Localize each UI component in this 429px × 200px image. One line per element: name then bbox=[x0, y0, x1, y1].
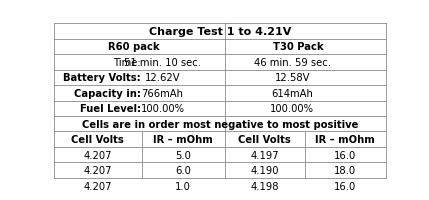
Text: 100.00%: 100.00% bbox=[141, 104, 184, 114]
Text: 16.0: 16.0 bbox=[334, 150, 356, 160]
Text: 6.0: 6.0 bbox=[175, 165, 191, 175]
Text: 12.62V: 12.62V bbox=[145, 73, 180, 83]
Text: 16.0: 16.0 bbox=[334, 181, 356, 191]
Text: Cell Volts: Cell Volts bbox=[71, 135, 124, 144]
Text: Cell Volts: Cell Volts bbox=[239, 135, 291, 144]
Text: 51 min. 10 sec.: 51 min. 10 sec. bbox=[124, 58, 201, 67]
Text: 4.207: 4.207 bbox=[83, 181, 112, 191]
Text: IR – mOhm: IR – mOhm bbox=[154, 135, 213, 144]
Text: 4.198: 4.198 bbox=[251, 181, 279, 191]
Text: 46 min. 59 sec.: 46 min. 59 sec. bbox=[254, 58, 331, 67]
Text: 4.207: 4.207 bbox=[83, 165, 112, 175]
Text: T30 Pack: T30 Pack bbox=[273, 42, 323, 52]
Text: 614mAh: 614mAh bbox=[271, 88, 313, 98]
Text: Battery Volts:: Battery Volts: bbox=[63, 73, 141, 83]
Text: 4.190: 4.190 bbox=[251, 165, 279, 175]
Text: 1.0: 1.0 bbox=[175, 181, 191, 191]
Text: 4.197: 4.197 bbox=[251, 150, 279, 160]
Text: Time:: Time: bbox=[113, 58, 141, 67]
Text: Cells are in order most negative to most positive: Cells are in order most negative to most… bbox=[82, 119, 358, 129]
Text: IR – mOhm: IR – mOhm bbox=[315, 135, 375, 144]
Text: 5.0: 5.0 bbox=[175, 150, 191, 160]
Text: Capacity in:: Capacity in: bbox=[74, 88, 141, 98]
Text: 766mAh: 766mAh bbox=[142, 88, 184, 98]
Text: R60 pack: R60 pack bbox=[108, 42, 160, 52]
Text: 4.207: 4.207 bbox=[83, 150, 112, 160]
Text: Charge Test 1 to 4.21V: Charge Test 1 to 4.21V bbox=[149, 27, 291, 37]
Text: 100.00%: 100.00% bbox=[270, 104, 314, 114]
Text: Fuel Level:: Fuel Level: bbox=[80, 104, 141, 114]
Text: 12.58V: 12.58V bbox=[275, 73, 310, 83]
Text: 18.0: 18.0 bbox=[334, 165, 356, 175]
